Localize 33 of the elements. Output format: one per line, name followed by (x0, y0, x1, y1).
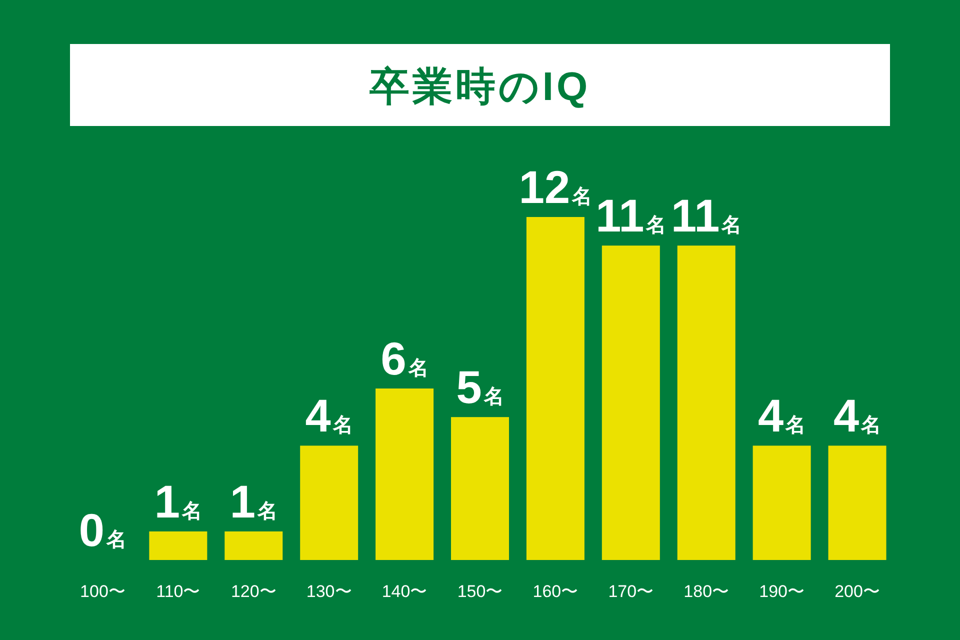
data-label: 0名 (78, 504, 127, 556)
x-tick-label: 190〜 (759, 582, 805, 601)
bar (828, 446, 886, 560)
bar (451, 417, 509, 560)
x-tick-label: 130〜 (306, 582, 352, 601)
x-tick-label: 170〜 (608, 582, 654, 601)
bar (224, 531, 283, 560)
bar (752, 446, 811, 560)
data-label: 1名 (230, 475, 278, 528)
bar (602, 246, 660, 560)
bar (149, 531, 208, 560)
data-label: 5名 (456, 361, 504, 414)
data-label: 11名 (596, 190, 666, 242)
x-tick-label: 200〜 (834, 582, 880, 601)
bar (677, 246, 736, 560)
data-label: 12名 (518, 161, 592, 213)
bar (526, 217, 584, 560)
x-tick-label: 120〜 (230, 582, 276, 601)
data-label: 6名 (380, 332, 428, 384)
x-tick-label: 160〜 (532, 582, 578, 601)
x-tick-label: 150〜 (457, 582, 503, 601)
data-label: 4名 (833, 390, 882, 442)
x-tick-label: 140〜 (382, 582, 428, 601)
data-label: 11名 (671, 190, 742, 242)
chart-title: 卒業時のIQ (368, 65, 591, 109)
x-tick-label: 100〜 (80, 582, 126, 601)
bar (376, 388, 434, 560)
data-label: 1名 (154, 475, 202, 528)
bar (300, 446, 358, 560)
data-label: 4名 (305, 390, 353, 442)
data-label: 4名 (758, 390, 806, 442)
x-tick-label: 110〜 (156, 582, 200, 601)
x-tick-label: 180〜 (684, 582, 730, 601)
